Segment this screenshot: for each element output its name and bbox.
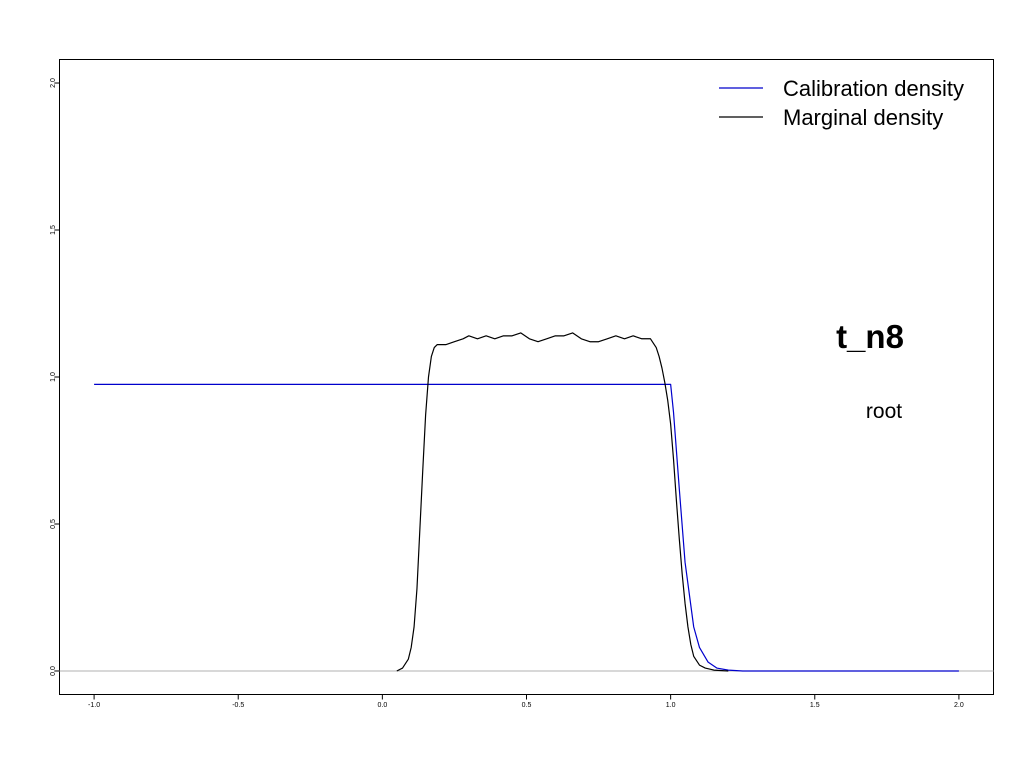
x-tick-label: 0.5 — [522, 702, 532, 709]
x-tick-label: -0.5 — [232, 702, 244, 709]
x-tick-label: 1.5 — [810, 702, 820, 709]
x-axis: -1.0 -0.5 0.0 0.5 1.0 1.5 2.0 — [88, 694, 964, 709]
plot-frame — [59, 59, 994, 695]
y-tick-label: 0.0 — [50, 666, 57, 676]
series-layer — [94, 332, 959, 672]
y-tick-label: 1.0 — [50, 372, 57, 382]
legend-label-marginal: Marginal density — [783, 105, 943, 130]
annotation-title: t_n8 — [836, 318, 904, 355]
y-tick-label: 0.5 — [50, 519, 57, 529]
x-tick-label: -1.0 — [88, 702, 100, 709]
x-tick-label: 0.0 — [377, 702, 387, 709]
y-tick-label: 2.0 — [50, 78, 57, 88]
y-axis: 0.0 0.5 1.0 1.5 2.0 — [50, 78, 60, 676]
y-tick-label: 1.5 — [50, 225, 57, 235]
x-tick-label: 1.0 — [666, 702, 676, 709]
series-line-calibration-density — [94, 383, 959, 672]
legend-label-calibration: Calibration density — [783, 76, 964, 101]
legend: Calibration density Marginal density — [719, 76, 964, 130]
series-line-marginal-density — [396, 332, 729, 672]
x-tick-label: 2.0 — [954, 702, 964, 709]
annotation-subtitle: root — [866, 400, 902, 423]
